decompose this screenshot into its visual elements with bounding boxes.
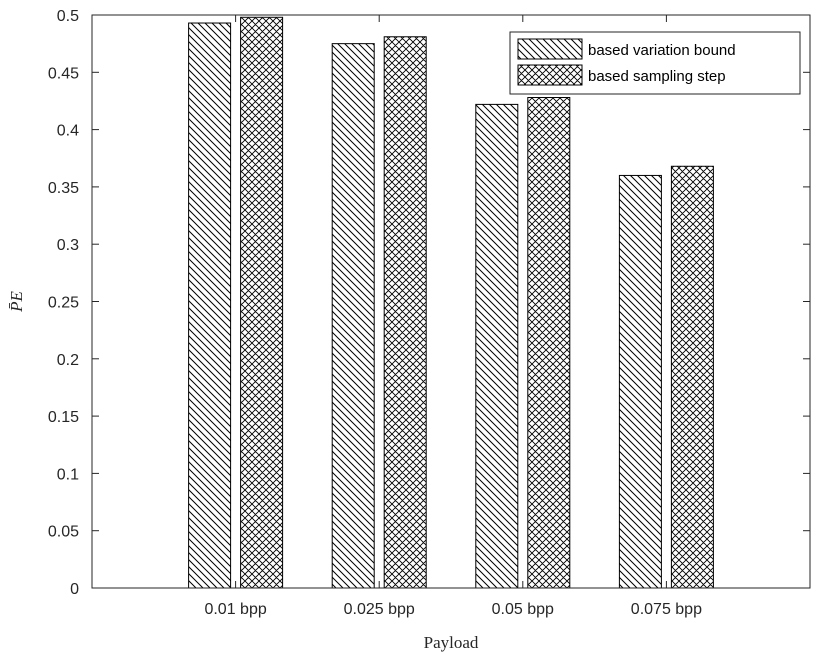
y-tick-label: 0.05	[48, 524, 79, 541]
y-tick-label: 0.5	[57, 8, 79, 25]
y-tick-label: 0.1	[57, 466, 79, 483]
y-axis-title: P̄E	[7, 291, 26, 313]
x-axis-title: Payload	[424, 633, 479, 652]
bar-sampling-step-0	[240, 16, 284, 589]
y-tick-label: 0	[70, 581, 79, 598]
legend-label-0: based variation bound	[588, 42, 736, 59]
bar-variation-bound-0	[188, 22, 232, 589]
legend-swatch-1	[517, 64, 583, 86]
bar-sampling-step-3	[670, 165, 714, 589]
x-tick-label: 0.05 bpp	[492, 601, 554, 618]
y-tick-label: 0.15	[48, 409, 79, 426]
legend-label-1: based sampling step	[588, 68, 726, 85]
y-tick-label: 0.4	[57, 123, 79, 140]
y-tick-label: 0.3	[57, 237, 79, 254]
x-tick-label: 0.075 bpp	[631, 601, 702, 618]
bar-sampling-step-1	[383, 36, 427, 589]
legend-swatch-0	[517, 38, 583, 60]
y-tick-label: 0.2	[57, 352, 79, 369]
x-tick-label: 0.025 bpp	[344, 601, 415, 618]
y-axis-ticks: 0 0.05 0.1 0.15 0.2 0.25 0.3 0.35 0.4 0.45 0.5	[48, 8, 810, 598]
bar-variation-bound-3	[618, 174, 662, 589]
x-tick-label: 0.01 bpp	[204, 601, 266, 618]
y-tick-label: 0.45	[48, 65, 79, 82]
legend: based variation bound based sampling step	[509, 31, 801, 95]
bar-sampling-step-2	[527, 97, 571, 589]
x-axis-ticks: 0.01 bpp 0.025 bpp 0.05 bpp 0.075 bpp	[204, 15, 702, 618]
bar-variation-bound-1	[331, 43, 375, 589]
y-tick-label: 0.35	[48, 180, 79, 197]
y-tick-label: 0.25	[48, 295, 79, 312]
bars-layer	[188, 16, 714, 589]
bar-variation-bound-2	[475, 103, 519, 589]
